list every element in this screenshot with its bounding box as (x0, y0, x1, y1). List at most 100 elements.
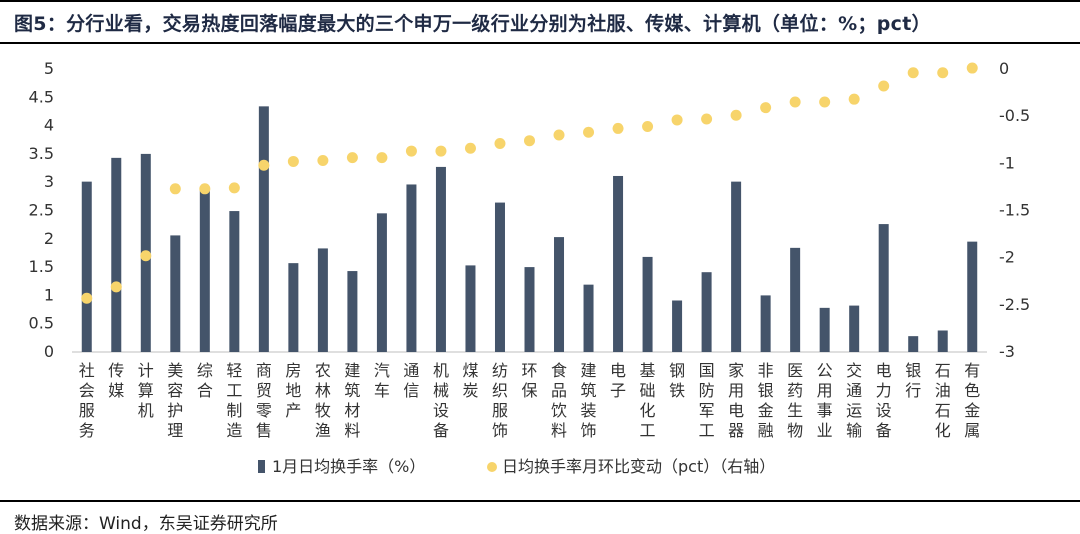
category-label: 电子 (610, 361, 626, 400)
dot-series (81, 62, 978, 304)
category-label: 钢铁 (669, 361, 685, 400)
left-tick-label: 4.5 (29, 87, 54, 106)
bar (613, 175, 624, 352)
right-tick-label: -3 (999, 342, 1015, 361)
left-tick-label: 1 (44, 285, 54, 304)
bar (819, 307, 830, 352)
bar (672, 300, 683, 352)
category-label: 环保 (521, 361, 537, 400)
right-tick-label: -2.5 (999, 295, 1030, 314)
bar (376, 213, 387, 352)
left-tick-label: 2.5 (29, 201, 54, 220)
left-tick-label: 4 (44, 116, 54, 135)
bar (170, 235, 181, 352)
category-label: 农林牧渔 (315, 361, 331, 440)
category-label: 煤炭 (462, 361, 478, 400)
bar (554, 237, 565, 352)
dot (81, 292, 93, 304)
dot (583, 126, 595, 138)
chart-title: 图5：分行业看，交易热度回落幅度最大的三个申万一级行业分别为社服、传媒、计算机（… (14, 13, 931, 35)
dot (789, 96, 801, 108)
chart-area: 0 0.5 1 1.5 2 2.5 3 3.5 4 4.5 5 -3 -2.5 -2 -1.5 -1 -0.5… (29, 59, 1031, 476)
bar (937, 330, 948, 352)
right-tick-label: -0.5 (999, 106, 1030, 125)
left-tick-label: 5 (44, 59, 54, 78)
source-note: 数据来源：Wind，东吴证券研究所 (14, 514, 278, 534)
bar (347, 271, 358, 352)
dot (937, 67, 949, 79)
category-label: 家用电器 (728, 361, 744, 440)
left-tick-label: 2 (44, 229, 54, 248)
dot (848, 93, 860, 105)
category-label: 基础化工 (640, 361, 656, 440)
category-label: 通信 (403, 361, 419, 400)
bar (760, 295, 771, 352)
category-labels: 社会服务传媒计算机美容护理综合轻工制造商贸零售房地产农林牧渔建筑材料汽车通信机械… (79, 361, 980, 440)
dot (524, 135, 535, 147)
legend-dot-label: 日均换手率月环比变动（pct）（右轴） (502, 457, 775, 476)
category-label: 纺织服饰 (492, 361, 508, 440)
title-bar: 图5：分行业看，交易热度回落幅度最大的三个申万一级行业分别为社服、传媒、计算机（… (0, 0, 1080, 44)
bar (908, 336, 919, 352)
dot (612, 122, 624, 134)
category-label: 社会服务 (79, 361, 95, 440)
dot (701, 113, 713, 125)
right-tick-label: -1.5 (999, 201, 1030, 220)
category-label: 公用事业 (817, 361, 833, 440)
right-tick-label: -1 (999, 153, 1015, 172)
dot (346, 152, 358, 164)
dot (907, 67, 919, 79)
dot (819, 96, 831, 108)
dot (878, 80, 890, 92)
dot (169, 183, 181, 195)
dot (966, 62, 978, 74)
category-label: 石油石化 (935, 361, 951, 440)
category-label: 传媒 (108, 361, 124, 400)
left-tick-label: 1.5 (29, 257, 54, 276)
right-axis-ticks: -3 -2.5 -2 -1.5 -1 -0.5 0 (999, 59, 1030, 361)
dot (140, 250, 152, 262)
category-label: 综合 (197, 361, 213, 400)
bar (288, 263, 299, 352)
category-label: 房地产 (285, 361, 301, 420)
bar (317, 248, 328, 352)
category-label: 银行 (905, 361, 921, 400)
bar (642, 256, 653, 352)
bar (524, 267, 535, 352)
dot (405, 145, 417, 157)
left-tick-label: 0 (44, 342, 54, 361)
bar (849, 305, 860, 352)
legend-bar-label: 1月日均换手率（%） (272, 457, 425, 476)
legend: 1月日均换手率（%） 日均换手率月环比变动（pct）（右轴） (258, 457, 775, 476)
bar (111, 157, 122, 352)
bar (583, 284, 594, 352)
legend-bar-swatch (258, 460, 265, 473)
right-tick-label: 0 (999, 59, 1009, 78)
dot (110, 281, 122, 293)
dot (671, 114, 683, 126)
bar (878, 224, 889, 352)
dot (494, 138, 506, 150)
category-label: 汽车 (374, 361, 390, 400)
category-label: 食品饮料 (551, 361, 567, 440)
bar (435, 166, 446, 352)
dot (464, 142, 476, 154)
dot (760, 102, 772, 114)
bar-series (81, 106, 978, 352)
dot (287, 155, 299, 167)
bar (790, 247, 801, 352)
bar (465, 265, 476, 352)
category-label: 非银金融 (758, 361, 774, 440)
category-label: 有色金属 (964, 361, 980, 440)
bar (701, 272, 712, 352)
category-label: 商贸零售 (256, 361, 272, 440)
category-label: 计算机 (138, 361, 154, 420)
bar (731, 181, 742, 352)
bar (81, 181, 92, 352)
bar (258, 106, 269, 352)
bar (229, 211, 240, 352)
dot (642, 121, 654, 133)
dot (317, 155, 329, 167)
right-tick-label: -2 (999, 248, 1015, 267)
category-label: 建筑材料 (344, 361, 360, 440)
